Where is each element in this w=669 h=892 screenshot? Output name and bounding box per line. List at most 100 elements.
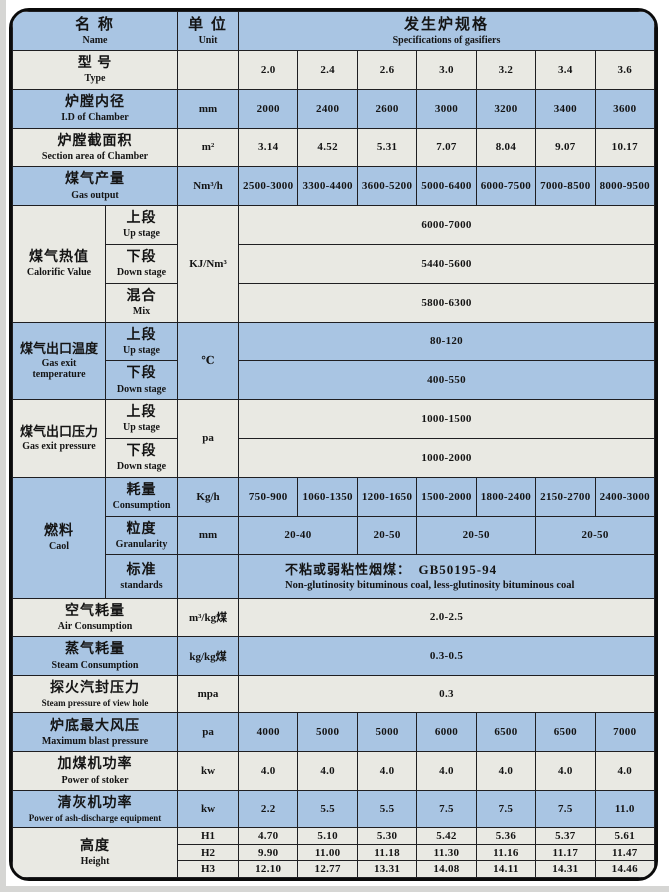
value-cell: 5000 xyxy=(297,712,358,753)
unit-cell: mm xyxy=(177,88,240,129)
row-name-en: Height xyxy=(80,856,110,868)
sub-row-en: Mix xyxy=(132,306,151,318)
value-cell: 4000 xyxy=(238,712,299,753)
value-cell: 5.10 xyxy=(297,827,358,845)
table-row-exit-pressure-up: 煤气出口压力 Gas exit pressure 上段 Up stage pa … xyxy=(12,399,655,478)
unit-cell: KJ/Nm³ xyxy=(177,205,240,323)
sub-row-en: Up stage xyxy=(123,228,160,240)
value-cell: 2.2 xyxy=(238,790,299,829)
value-cell: 3300-4400 xyxy=(297,166,358,207)
sub-row-en: Consumption xyxy=(112,500,171,511)
value-cell: 3.6 xyxy=(594,50,655,90)
value-cell: 400-550 xyxy=(238,360,655,401)
row-name-steam: 蒸气耗量 Steam Consumption xyxy=(12,636,179,677)
row-name-view-hole: 探火汽封压力 Steam pressure of view hole xyxy=(12,675,179,714)
value-cell: 7.5 xyxy=(535,790,596,829)
unit-cell: Nm³/h xyxy=(177,166,240,207)
row-name-type: 型 号 Type xyxy=(12,50,179,90)
value-cell: 750-900 xyxy=(238,476,299,517)
sub-row-en: Down stage xyxy=(116,383,167,395)
header-spec-en: Specifications of gasifiers xyxy=(392,34,501,46)
row-name-zh: 炉底最大风压 xyxy=(50,718,140,734)
row-name-gas-output: 煤气产量 Gas output xyxy=(12,166,179,207)
value-cell: 20-50 xyxy=(356,515,418,556)
table-row-ash: 清灰机功率 Power of ash-discharge equipment k… xyxy=(12,790,655,829)
value-cell: 5440-5600 xyxy=(238,243,655,284)
value-cell: 0.3 xyxy=(238,675,655,714)
value-cell: 2400 xyxy=(297,88,358,129)
value-cell: 5.30 xyxy=(356,827,418,845)
row-name-height: 高度 Height xyxy=(12,827,179,878)
value-cell: 14.08 xyxy=(416,860,477,878)
value-cell: 3.14 xyxy=(238,127,299,168)
value-cell: 4.0 xyxy=(416,751,477,792)
unit-cell: pa xyxy=(177,712,240,753)
value-cell: 7.5 xyxy=(475,790,537,829)
row-name-zh: 煤气产量 xyxy=(65,172,125,188)
row-name-en: Type xyxy=(84,73,106,85)
row-name-en: Caol xyxy=(49,540,69,552)
sub-row-en: Up stage xyxy=(123,422,160,434)
value-cell: 3.4 xyxy=(535,50,596,90)
table-row-section-area: 炉膛截面积 Section area of Chamber m² 3.14 4.… xyxy=(12,127,655,168)
value-cell: 5800-6300 xyxy=(238,282,655,323)
unit-cell: pa xyxy=(177,399,240,478)
row-name-en: Power of stoker xyxy=(61,774,129,786)
header-name: 名 称 Name xyxy=(12,11,179,51)
row-name-en: Gas exit pressure xyxy=(22,441,96,453)
row-name-zh: 炉膛截面积 xyxy=(57,133,133,149)
value-cell: 9.07 xyxy=(535,127,596,168)
sub-row-down: 下段 Down stage xyxy=(104,360,179,401)
table-row-exit-temp-up: 煤气出口温度 Gas exit temperature 上段 Up stage … xyxy=(12,321,655,401)
row-name-en: Gas output xyxy=(71,189,119,201)
standards-line1: 不粘或弱粘性烟煤： GB50195-94 xyxy=(285,561,498,577)
table-row-blast: 炉底最大风压 Maximum blast pressure pa 4000 50… xyxy=(12,712,655,753)
value-cell: 5.5 xyxy=(297,790,358,829)
table-row-calorific-up: 煤气热值 Calorific Value 上段 Up stage KJ/Nm³ … xyxy=(12,205,655,323)
sub-row-zh: 下段 xyxy=(126,366,157,382)
value-cell: 3600 xyxy=(594,88,655,129)
value-cell: 5000 xyxy=(356,712,418,753)
value-cell: 20-40 xyxy=(238,515,358,556)
row-name-en: Air Consumption xyxy=(57,620,133,632)
value-cell: 4.70 xyxy=(238,827,299,845)
table-row-calorific-mix: 混合 Mix 5800-6300 xyxy=(13,282,655,323)
value-cell: 14.11 xyxy=(475,860,537,878)
table-header-row: 名 称 Name 单 位 Unit 发生炉规格 Specifications o… xyxy=(12,11,655,51)
sub-row-up: 上段 Up stage xyxy=(104,399,179,439)
value-cell: 2150-2700 xyxy=(535,476,596,517)
table-row-gas-output: 煤气产量 Gas output Nm³/h 2500-3000 3300-440… xyxy=(12,166,655,207)
value-cell: 2000 xyxy=(238,88,299,129)
unit-cell xyxy=(177,50,240,90)
value-cell: 6000-7500 xyxy=(475,166,537,207)
row-name-zh: 煤气出口压力 xyxy=(19,424,98,440)
unit-cell: kw xyxy=(177,751,240,792)
table-row-steam: 蒸气耗量 Steam Consumption kg/kg煤 0.3-0.5 xyxy=(12,636,655,677)
row-name-zh: 清灰机功率 xyxy=(57,795,133,811)
sub-row-en: Down stage xyxy=(116,461,167,473)
value-cell: 7.07 xyxy=(416,127,477,168)
value-cell: 4.0 xyxy=(356,751,418,792)
value-cell: 11.0 xyxy=(594,790,655,829)
sub-row-granularity: 粒度 Granularity xyxy=(104,515,179,556)
table-row-air: 空气耗量 Air Consumption m³/kg煤 2.0-2.5 xyxy=(12,597,655,638)
value-cell: 7000-8500 xyxy=(535,166,596,207)
sub-row-en: Up stage xyxy=(123,344,160,356)
sub-row-down: 下段 Down stage xyxy=(104,243,179,284)
value-cell: 10.17 xyxy=(594,127,655,168)
value-cell: 9.90 xyxy=(238,843,299,862)
value-cell: 1000-2000 xyxy=(238,437,655,478)
value-cell: 8000-9500 xyxy=(594,166,655,207)
value-cell: 3600-5200 xyxy=(356,166,418,207)
value-cell: 12.77 xyxy=(297,860,358,878)
row-name-blast: 炉底最大风压 Maximum blast pressure xyxy=(12,712,179,753)
value-cell: 2500-3000 xyxy=(238,166,299,207)
sub-row-en: Granularity xyxy=(115,538,168,550)
sub-row-mix: 混合 Mix xyxy=(104,282,179,323)
value-cell: 6000-7000 xyxy=(238,205,655,245)
table-row-view-hole: 探火汽封压力 Steam pressure of view hole mpa 0… xyxy=(12,675,655,714)
value-cell: 2.4 xyxy=(297,50,358,90)
sub-row-zh: 下段 xyxy=(126,250,157,266)
value-cell: 80-120 xyxy=(238,321,655,362)
value-cell: 4.0 xyxy=(238,751,299,792)
